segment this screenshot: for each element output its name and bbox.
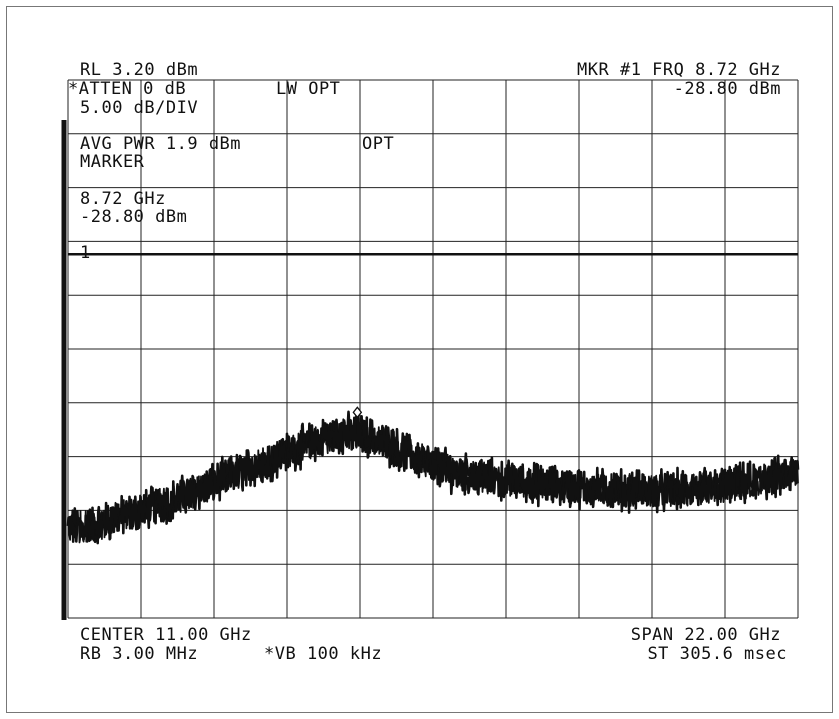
graticule — [61, 79, 799, 620]
marker-frequency-readout: MKR #1 FRQ 8.72 GHz — [577, 60, 781, 80]
attenuation-label: *ATTEN 0 dB — [68, 79, 187, 99]
spectrum-trace — [66, 410, 800, 545]
marker-amplitude-readout: -28.80 dBm — [673, 79, 781, 99]
marker-amp-label: -28.80 dBm — [80, 207, 188, 227]
resolution-bw-label: RB 3.00 MHz — [80, 644, 199, 664]
span-label: SPAN 22.00 GHz — [630, 625, 781, 645]
sweep-time-label: ST 305.6 msec — [647, 644, 787, 664]
marker-title: MARKER — [80, 152, 145, 172]
center-frequency-label: CENTER 11.00 GHz — [80, 625, 252, 645]
marker-diamond — [352, 406, 363, 419]
scale-label: 5.00 dB/DIV — [80, 98, 199, 118]
marker-freq-label: 8.72 GHz — [80, 189, 166, 209]
video-bw-label: *VB 100 kHz — [264, 644, 383, 664]
avg-power-label: AVG PWR 1.9 dBm — [80, 134, 242, 154]
lw-opt-label: LW OPT — [276, 79, 341, 99]
reference-level-label: RL 3.20 dBm — [80, 60, 199, 80]
instrument-frame — [6, 6, 833, 713]
marker-number-label: 1 — [80, 243, 91, 263]
spectrum-trace-line — [67, 417, 799, 544]
opt-label: OPT — [362, 134, 395, 154]
marker-1 — [352, 406, 363, 419]
